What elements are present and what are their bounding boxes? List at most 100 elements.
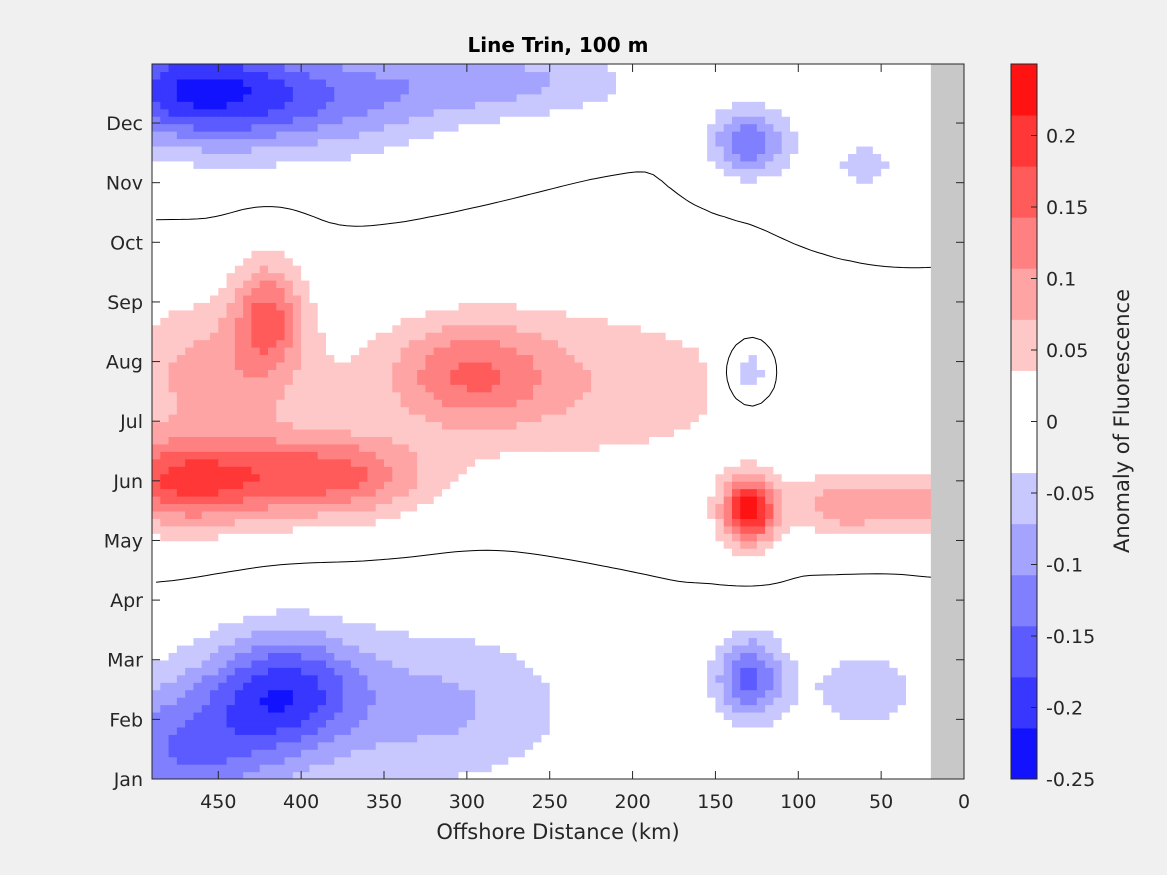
heatmap-cell [715,481,725,490]
heatmap-cell [350,711,360,721]
heatmap-cell [649,555,659,564]
heatmap-cell [234,682,244,691]
heatmap-cell [193,533,203,542]
heatmap-cell [292,451,302,460]
heatmap-cell [276,428,286,437]
heatmap-cell [715,555,725,564]
heatmap-cell [193,518,203,527]
heatmap-cell [475,741,485,750]
heatmap-cell [458,525,468,534]
heatmap-cell [599,726,609,735]
heatmap-cell [176,652,186,661]
heatmap-cell [748,443,758,452]
heatmap-cell [268,756,277,765]
heatmap-cell [674,741,683,750]
heatmap-cell [566,436,576,445]
heatmap-cell [922,585,932,594]
heatmap-cell [872,667,882,676]
heatmap-cell [176,555,186,564]
heatmap-cell [450,525,460,534]
heatmap-cell [674,644,683,653]
heatmap-cell [210,421,219,430]
heatmap-cell [334,741,344,750]
heatmap-cell [574,443,584,452]
heatmap-cell [185,667,195,676]
heatmap-cell [450,607,460,616]
heatmap-cell [450,510,460,519]
heatmap-cell [698,481,708,490]
heatmap-cell [152,585,161,594]
heatmap-cell [152,637,161,646]
heatmap-cell [806,637,816,646]
heatmap-cell [408,518,418,527]
heatmap-cell [516,659,526,668]
heatmap-cell [450,630,460,639]
heatmap-cell [259,704,269,713]
heatmap-cell [309,540,319,549]
heatmap-cell [425,533,435,542]
heatmap-cell [533,771,543,779]
heatmap-cell [541,451,551,460]
heatmap-cell [632,503,642,512]
heatmap-cell [152,399,161,408]
heatmap-cell [292,577,302,586]
heatmap-cell [326,600,335,609]
heatmap-cell [367,659,377,668]
heatmap-cell [193,570,203,579]
heatmap-cell [301,473,311,482]
heatmap-cell [210,399,219,408]
heatmap-cell [682,466,692,475]
heatmap-cell [914,443,924,452]
heatmap-cell [599,667,609,676]
heatmap-cell [914,518,924,527]
heatmap-cell [723,764,733,773]
heatmap-cell [922,644,932,653]
heatmap-cell [591,600,601,609]
heatmap-cell [400,682,410,691]
heatmap-cell [408,659,418,668]
heatmap-cell [524,734,534,743]
heatmap-cell [790,488,799,497]
heatmap-cell [243,719,253,728]
heatmap-cell [185,510,195,519]
heatmap-cell [251,697,261,706]
heatmap-cell [185,749,195,758]
heatmap-cell [582,682,592,691]
heatmap-cell [864,533,874,542]
heatmap-cell [309,563,319,572]
heatmap-cell [425,749,435,758]
heatmap-cell [690,495,700,505]
heatmap-cell [566,481,576,490]
heatmap-cell [193,466,203,475]
heatmap-cell [392,659,402,668]
heatmap-cell [831,771,841,779]
heatmap-cell [450,741,460,750]
heatmap-cell [922,726,932,735]
heatmap-cell [839,585,849,594]
heatmap-cell [814,674,824,683]
heatmap-cell [798,473,808,482]
heatmap-cell [616,637,625,646]
heatmap-cell [624,667,634,676]
heatmap-cell [458,518,468,527]
heatmap-cell [350,615,360,624]
heatmap-cell [607,443,617,452]
heatmap-cell [848,607,857,616]
heatmap-cell [268,667,277,676]
heatmap-cell [334,488,344,497]
heatmap-cell [558,644,567,653]
heatmap-cell [814,533,824,542]
heatmap-cell [566,659,576,668]
heatmap-cell [375,771,385,779]
heatmap-cell [591,764,601,773]
heatmap-cell [723,630,733,639]
heatmap-cell [624,436,634,445]
heatmap-cell [218,711,228,721]
heatmap-cell [591,451,601,460]
heatmap-cell [723,495,733,505]
heatmap-cell [491,704,501,713]
heatmap-cell [317,540,327,549]
heatmap-cell [168,525,178,534]
heatmap-cell [375,689,385,698]
heatmap-cell [524,518,534,527]
